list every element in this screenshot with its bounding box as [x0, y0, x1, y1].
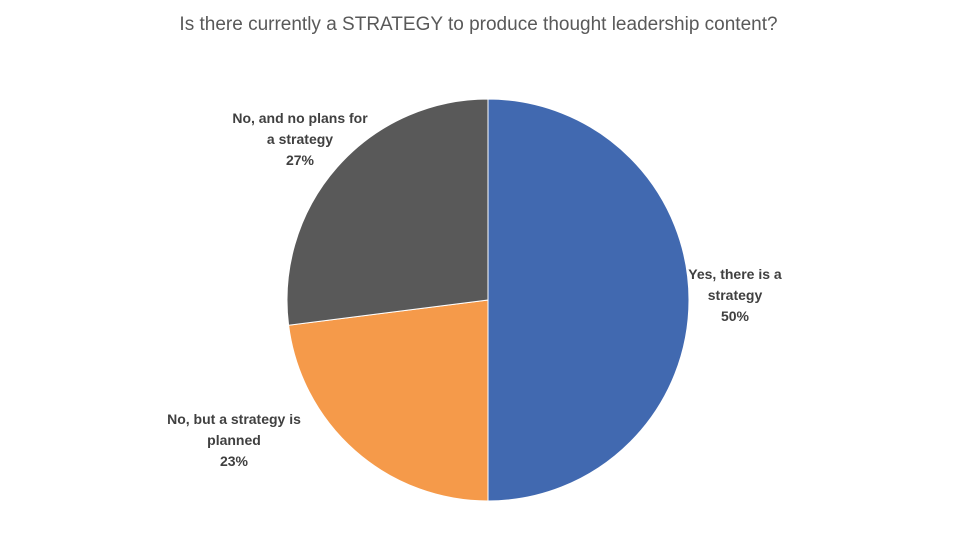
chart-title: Is there currently a STRATEGY to produce… — [179, 14, 778, 35]
pie-slices — [286, 98, 690, 502]
slice-category-label: a strategy — [267, 131, 333, 147]
slice-value-label: 23% — [220, 453, 249, 469]
slice-category-label: No, and no plans for — [232, 110, 368, 126]
slice-label-0: Yes, there is a strategy 50% — [688, 266, 782, 324]
slice-label-1: No, but a strategy is planned 23% — [167, 411, 301, 469]
slice-label-2: No, and no plans for a strategy 27% — [232, 110, 368, 168]
pie-slice-0 — [487, 98, 690, 502]
slice-category-label: No, but a strategy is — [167, 411, 301, 427]
pie-slice-1 — [288, 299, 489, 502]
pie-slice-2 — [286, 98, 489, 326]
slice-category-label: Yes, there is a — [688, 266, 782, 282]
slice-value-label: 27% — [286, 152, 315, 168]
slice-category-label: strategy — [708, 287, 763, 303]
slice-labels: Yes, there is a strategy 50% No, but a stra… — [167, 110, 782, 469]
slice-category-label: planned — [207, 432, 261, 448]
slice-value-label: 50% — [721, 308, 750, 324]
